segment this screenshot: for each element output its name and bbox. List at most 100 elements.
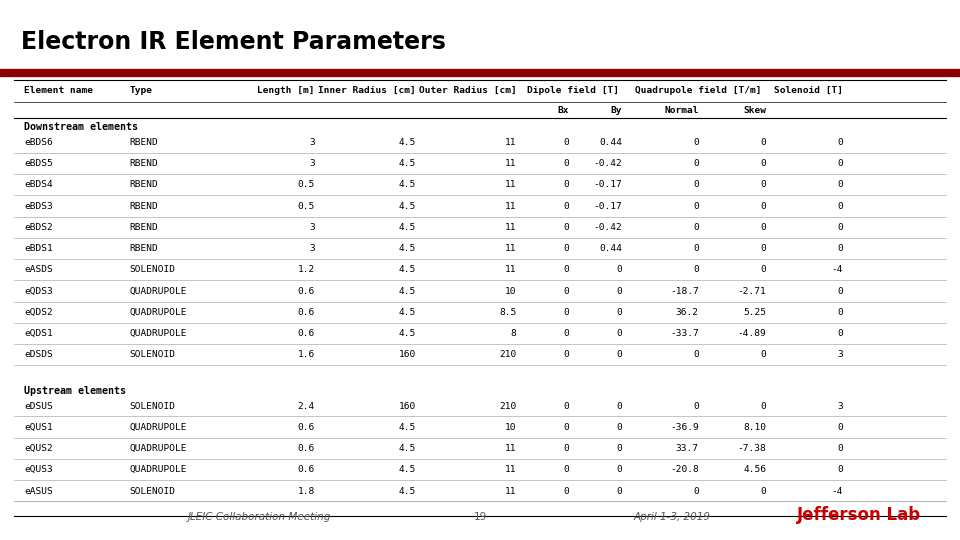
Text: 11: 11	[505, 244, 516, 253]
Text: 4.5: 4.5	[398, 266, 416, 274]
Text: 0: 0	[760, 244, 766, 253]
Text: 0: 0	[693, 223, 699, 232]
Text: 4.5: 4.5	[398, 329, 416, 338]
Text: eBDS4: eBDS4	[24, 180, 53, 190]
Text: 4.5: 4.5	[398, 138, 416, 147]
Text: -0.17: -0.17	[593, 180, 622, 190]
Text: 0: 0	[564, 423, 569, 432]
Text: Upstream elements: Upstream elements	[24, 386, 126, 395]
Text: 0.6: 0.6	[298, 287, 315, 296]
Text: 0.6: 0.6	[298, 444, 315, 453]
Text: 0: 0	[564, 444, 569, 453]
Text: 0.44: 0.44	[599, 244, 622, 253]
Text: eDSDS: eDSDS	[24, 350, 53, 360]
Text: SOLENOID: SOLENOID	[130, 487, 176, 496]
Text: 4.5: 4.5	[398, 180, 416, 190]
Text: SOLENOID: SOLENOID	[130, 350, 176, 360]
Text: 4.5: 4.5	[398, 202, 416, 211]
Text: 0: 0	[760, 350, 766, 360]
Text: 0: 0	[837, 465, 843, 474]
Text: 4.56: 4.56	[743, 465, 766, 474]
Text: 0: 0	[760, 202, 766, 211]
Text: Outer Radius [cm]: Outer Radius [cm]	[419, 86, 516, 95]
Text: 0: 0	[616, 287, 622, 296]
Text: 3: 3	[309, 244, 315, 253]
Text: 11: 11	[505, 138, 516, 147]
Text: 0: 0	[616, 308, 622, 317]
Text: 0: 0	[837, 244, 843, 253]
Text: 0: 0	[837, 223, 843, 232]
Text: 0: 0	[564, 159, 569, 168]
Text: eQDS2: eQDS2	[24, 308, 53, 317]
Text: -18.7: -18.7	[670, 287, 699, 296]
Text: 11: 11	[505, 180, 516, 190]
Text: 0: 0	[693, 402, 699, 410]
Text: RBEND: RBEND	[130, 180, 158, 190]
Text: 4.5: 4.5	[398, 308, 416, 317]
Text: 210: 210	[499, 350, 516, 360]
Text: 3: 3	[309, 223, 315, 232]
Text: 0: 0	[837, 287, 843, 296]
Text: 3: 3	[837, 402, 843, 410]
Text: RBEND: RBEND	[130, 244, 158, 253]
Text: 0: 0	[616, 402, 622, 410]
Text: 1.2: 1.2	[298, 266, 315, 274]
Text: Normal: Normal	[664, 105, 699, 114]
Text: 19: 19	[473, 512, 487, 522]
Text: 5.25: 5.25	[743, 308, 766, 317]
Text: 10: 10	[505, 423, 516, 432]
Text: RBEND: RBEND	[130, 159, 158, 168]
Text: Jefferson Lab: Jefferson Lab	[797, 505, 922, 524]
Text: -33.7: -33.7	[670, 329, 699, 338]
Text: eASUS: eASUS	[24, 487, 53, 496]
Text: 0: 0	[837, 329, 843, 338]
Text: Downstream elements: Downstream elements	[24, 122, 138, 132]
Text: 0.44: 0.44	[599, 138, 622, 147]
Text: 1.8: 1.8	[298, 487, 315, 496]
Text: eBDS5: eBDS5	[24, 159, 53, 168]
Text: 0: 0	[693, 180, 699, 190]
Text: -0.42: -0.42	[593, 159, 622, 168]
Text: 0.6: 0.6	[298, 329, 315, 338]
Text: eQDS1: eQDS1	[24, 329, 53, 338]
Text: 11: 11	[505, 465, 516, 474]
Text: 0: 0	[760, 487, 766, 496]
Text: 0: 0	[760, 402, 766, 410]
Text: 0: 0	[564, 180, 569, 190]
Text: RBEND: RBEND	[130, 138, 158, 147]
Text: 0: 0	[693, 266, 699, 274]
Text: 11: 11	[505, 487, 516, 496]
Text: -36.9: -36.9	[670, 423, 699, 432]
Text: 0: 0	[564, 487, 569, 496]
Text: QUADRUPOLE: QUADRUPOLE	[130, 444, 187, 453]
Text: 0: 0	[837, 138, 843, 147]
Text: 0: 0	[760, 138, 766, 147]
Text: 0.6: 0.6	[298, 308, 315, 317]
Text: 0: 0	[693, 202, 699, 211]
Text: 2.4: 2.4	[298, 402, 315, 410]
Text: April 1-3, 2019: April 1-3, 2019	[634, 512, 710, 522]
Text: Type: Type	[130, 86, 153, 95]
Text: 0: 0	[616, 423, 622, 432]
Text: 0: 0	[616, 487, 622, 496]
Text: 210: 210	[499, 402, 516, 410]
Text: eBDS3: eBDS3	[24, 202, 53, 211]
Text: 0: 0	[693, 138, 699, 147]
Text: 4.5: 4.5	[398, 287, 416, 296]
Text: 0: 0	[760, 266, 766, 274]
Text: eQUS1: eQUS1	[24, 423, 53, 432]
Text: QUADRUPOLE: QUADRUPOLE	[130, 287, 187, 296]
Text: 0: 0	[564, 287, 569, 296]
Text: 4.5: 4.5	[398, 487, 416, 496]
Text: 0.6: 0.6	[298, 423, 315, 432]
Text: 8: 8	[511, 329, 516, 338]
Text: Electron IR Element Parameters: Electron IR Element Parameters	[21, 30, 446, 53]
Text: 0: 0	[693, 487, 699, 496]
Text: 11: 11	[505, 159, 516, 168]
Text: 0: 0	[564, 308, 569, 317]
Text: 0: 0	[616, 266, 622, 274]
Text: -4: -4	[831, 487, 843, 496]
Text: 0: 0	[760, 223, 766, 232]
Text: Solenoid [T]: Solenoid [T]	[774, 86, 843, 95]
Text: 0: 0	[564, 329, 569, 338]
